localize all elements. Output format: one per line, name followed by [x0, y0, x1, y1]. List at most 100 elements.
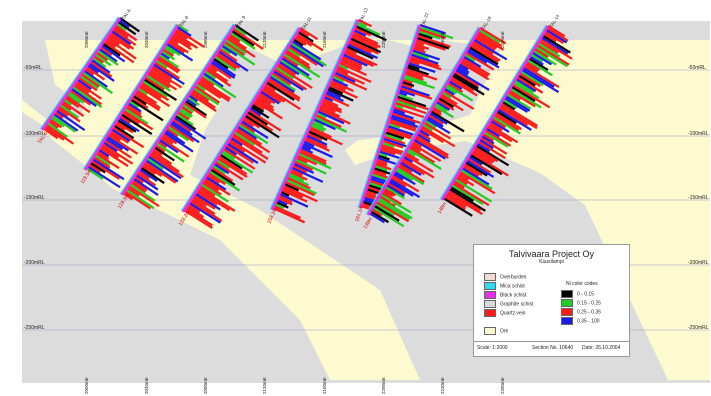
assay-bar: [391, 110, 414, 120]
date-label: Date: 26.10.2004: [582, 345, 621, 351]
assay-bar: [356, 21, 367, 28]
assay-bar: [222, 42, 256, 66]
assay-bar: [478, 28, 501, 44]
assay-bar: [80, 73, 100, 88]
assay-bar: [374, 160, 388, 167]
assay-bar: [197, 186, 236, 212]
assay-bar: [457, 172, 469, 181]
assay-bar: [179, 107, 193, 118]
assay-bar: [389, 116, 419, 128]
assay-bar: [419, 23, 447, 35]
assay-bar: [546, 26, 569, 42]
swatch-ore: [484, 327, 496, 335]
assay-bar: [250, 103, 265, 113]
assay-bar: [419, 127, 444, 143]
assay-bar: [223, 146, 237, 156]
assay-bar: [287, 45, 318, 66]
assay-bar: [274, 202, 285, 209]
assay-bar: [61, 100, 85, 117]
assay-bar: [317, 107, 351, 125]
assay-bar: [131, 179, 148, 192]
assay-bar: [451, 182, 490, 207]
assay-bar: [144, 158, 179, 183]
mica-strip: [439, 24, 547, 200]
assay-bar: [170, 35, 192, 51]
assay-bar: [391, 174, 420, 193]
assay-bar: [190, 198, 216, 215]
assay-bar: [128, 182, 156, 202]
assay-bar: [132, 94, 147, 106]
assay-bar: [542, 32, 557, 43]
assay-bar: [277, 194, 293, 203]
assay-bar: [341, 53, 368, 67]
assay-bar: [219, 46, 231, 55]
assay-bar: [373, 204, 400, 222]
assay-bar: [58, 103, 79, 119]
assay-bar: [505, 93, 532, 110]
assay-bar: [70, 87, 97, 107]
ni-code-1: 0 - 0.15: [561, 290, 594, 298]
assay-bar: [339, 59, 362, 71]
assay-bar: [286, 47, 301, 58]
assay-bar: [263, 82, 276, 92]
assay-bar: [92, 55, 104, 64]
assay-bar: [225, 37, 256, 58]
assay-bar: [190, 90, 216, 109]
assay-bar: [410, 51, 429, 60]
assay-bar: [354, 25, 387, 42]
assay-bar: [415, 36, 450, 50]
assay-bar: [520, 68, 560, 93]
assay-bar: [86, 165, 121, 189]
assay-bar: [89, 60, 113, 78]
assay-bar: [183, 209, 213, 229]
assay-bar: [539, 38, 573, 60]
assay-bar: [50, 116, 65, 128]
assay-bar: [284, 180, 315, 197]
assay-bar: [315, 111, 327, 119]
assay-bar: [477, 140, 506, 160]
assay-bar: [42, 127, 59, 140]
assay-bar: [62, 98, 72, 106]
assay-bar: [260, 88, 282, 103]
assay-bar: [208, 170, 241, 192]
assay-bar: [51, 114, 76, 133]
assay-bar: [142, 162, 163, 178]
assay-bar: [94, 53, 112, 67]
assay-bar: [436, 98, 455, 111]
swatch-quartz: [484, 309, 496, 317]
assay-bar: [327, 85, 344, 95]
assay-bar: [155, 57, 179, 74]
assay-bar: [372, 169, 387, 176]
assay-bar: [298, 28, 310, 37]
assay-bar: [124, 105, 143, 119]
assay-bar: [43, 125, 65, 141]
assay-bar: [108, 33, 131, 50]
assay-bar: [458, 170, 496, 195]
assay-bar: [229, 136, 243, 147]
assay-bar: [466, 157, 492, 174]
assay-bar: [211, 164, 226, 175]
assay-bar: [249, 105, 270, 119]
lithology-strip: [120, 24, 237, 196]
assay-bar: [326, 87, 354, 102]
assay-bar: [149, 151, 180, 173]
assay-bar: [209, 168, 236, 186]
assay-bar: [318, 105, 341, 118]
easting-label-bottom: 2120mE: [262, 377, 267, 394]
assay-bar: [410, 142, 442, 162]
assay-bar: [111, 27, 137, 46]
assay-bar: [177, 109, 191, 119]
drillhole-name: TAL-8: [179, 14, 190, 27]
assay-bar: [292, 162, 315, 174]
assay-bar: [392, 172, 404, 181]
assay-bar: [275, 200, 289, 209]
easting-label-top: 2240mE: [440, 31, 445, 48]
assay-bar: [137, 170, 150, 180]
assay-bar: [310, 122, 327, 131]
assay-bar: [332, 73, 368, 91]
assay-bar: [480, 134, 495, 145]
assay-bar: [164, 129, 186, 145]
assay-bar: [475, 142, 491, 153]
assay-bar: [148, 153, 184, 178]
